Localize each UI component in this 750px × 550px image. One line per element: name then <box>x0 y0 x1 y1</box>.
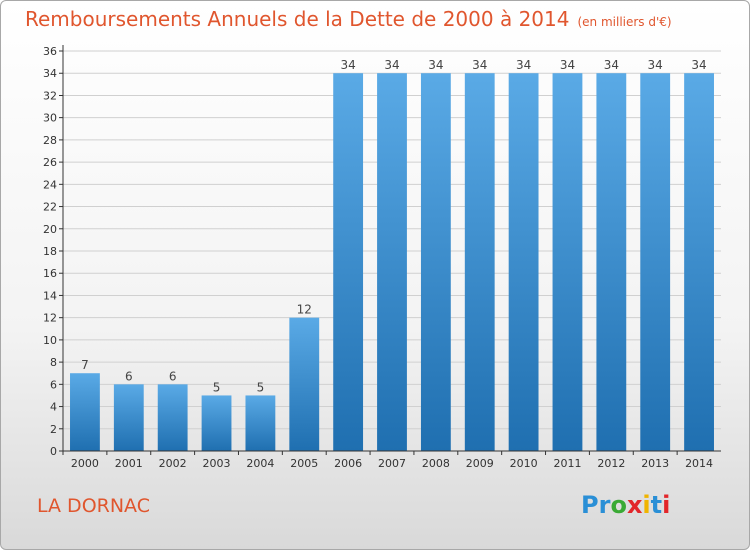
bars <box>70 73 714 451</box>
data-label: 34 <box>384 58 399 72</box>
data-label: 34 <box>340 58 355 72</box>
bar <box>596 73 627 451</box>
data-label: 34 <box>472 58 487 72</box>
chart-title: Remboursements Annuels de la Dette de 20… <box>25 7 672 31</box>
y-tick-label: 14 <box>43 289 57 302</box>
bar <box>113 384 144 451</box>
axes <box>62 45 721 452</box>
logo-letter: P <box>581 491 599 519</box>
data-label: 12 <box>297 303 312 317</box>
x-tick-label: 2003 <box>203 457 231 470</box>
chart-unit: (en milliers d'€) <box>577 15 672 29</box>
data-label: 34 <box>604 58 619 72</box>
x-tick-label: 2004 <box>246 457 274 470</box>
bar <box>684 73 714 451</box>
y-tick-label: 12 <box>43 312 57 325</box>
y-tick-label: 26 <box>43 156 57 169</box>
x-tick-label: 2000 <box>71 457 99 470</box>
y-tick-label: 22 <box>43 201 57 214</box>
x-tick-labels: 2000 2001 2002 2003 2004 2005 2006 2007 2008 2009… <box>62 451 713 470</box>
bar <box>333 73 364 451</box>
data-label: 34 <box>428 58 443 72</box>
data-label: 34 <box>691 58 706 72</box>
logo-letter: o <box>610 491 627 519</box>
y-tick-label: 30 <box>43 112 57 125</box>
x-tick-label: 2013 <box>641 457 669 470</box>
bar <box>201 395 232 451</box>
data-label: 34 <box>560 58 575 72</box>
data-label: 6 <box>125 369 133 383</box>
y-tick-label: 18 <box>43 245 57 258</box>
data-label: 34 <box>516 58 531 72</box>
data-label: 5 <box>213 380 221 394</box>
x-tick-label: 2006 <box>334 457 362 470</box>
x-tick-label: 2010 <box>510 457 538 470</box>
y-tick-label: 4 <box>50 401 57 414</box>
x-tick-label: 2007 <box>378 457 406 470</box>
bar <box>640 73 671 451</box>
data-labels: 7 6 6 5 5 12 34 34 34 34 34 34 34 34 34 <box>81 58 707 394</box>
bar <box>289 317 320 451</box>
x-tick-label: 2008 <box>422 457 450 470</box>
y-tick-label: 8 <box>50 356 57 369</box>
y-tick-label: 34 <box>43 67 57 80</box>
data-label: 6 <box>169 369 177 383</box>
y-tick-label: 16 <box>43 267 57 280</box>
y-tick-label: 32 <box>43 89 57 102</box>
x-tick-label: 2002 <box>159 457 187 470</box>
x-tick-label: 2014 <box>685 457 713 470</box>
y-tick-label: 28 <box>43 134 57 147</box>
y-tick-label: 2 <box>50 423 57 436</box>
bar <box>377 73 407 451</box>
logo-letter: x <box>626 491 643 519</box>
city-name: LA DORNAC <box>37 495 150 517</box>
data-label: 5 <box>257 380 265 394</box>
bar <box>508 73 539 451</box>
data-label: 7 <box>81 358 89 372</box>
logo-letter: i <box>662 491 671 519</box>
y-tick-label: 36 <box>43 45 57 58</box>
bar <box>245 395 276 451</box>
chart-title-text: Remboursements Annuels de la Dette de 20… <box>25 7 570 31</box>
y-tick-label: 24 <box>43 178 57 191</box>
x-tick-label: 2012 <box>597 457 625 470</box>
x-tick-label: 2011 <box>553 457 581 470</box>
bar <box>552 73 583 451</box>
y-tick-label: 20 <box>43 223 57 236</box>
x-tick-label: 2001 <box>115 457 143 470</box>
logo-letter: t <box>650 491 663 519</box>
proxiti-logo[interactable]: Proxiti <box>581 491 670 519</box>
logo-letter: i <box>642 491 651 519</box>
x-tick-label: 2005 <box>290 457 318 470</box>
bar <box>464 73 495 451</box>
y-tick-label: 10 <box>43 334 57 347</box>
bar <box>420 73 451 451</box>
y-tick-label: 0 <box>50 445 57 458</box>
bar <box>157 384 188 451</box>
bar <box>70 373 100 451</box>
logo-letter: r <box>598 491 611 519</box>
data-label: 34 <box>648 58 663 72</box>
y-tick-label: 6 <box>50 378 57 391</box>
x-tick-label: 2009 <box>466 457 494 470</box>
